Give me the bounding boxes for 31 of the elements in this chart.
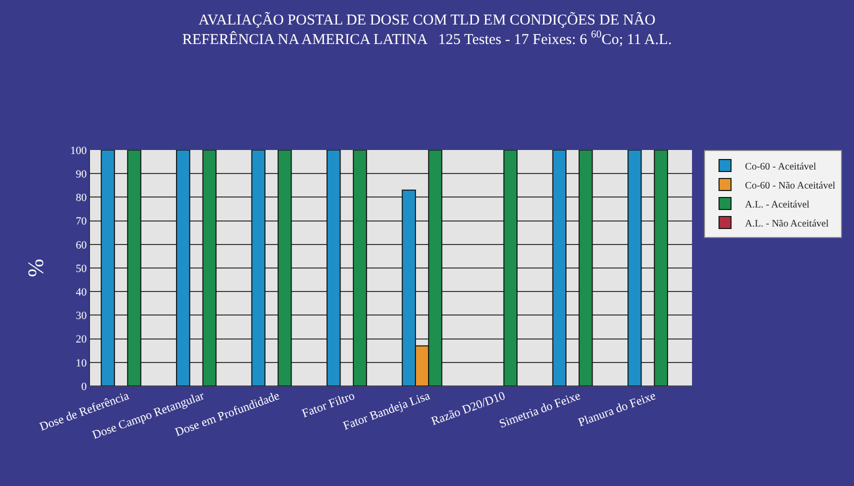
bar — [578, 150, 593, 386]
y-tick-label: 40 — [76, 286, 88, 298]
y-tick-label: 100 — [70, 144, 88, 157]
y-tick-label: 90 — [76, 168, 88, 180]
bar — [326, 150, 341, 386]
bar — [503, 150, 518, 386]
y-tick-label: 80 — [76, 192, 88, 204]
bar — [352, 150, 368, 386]
legend-label: A.L. - Aceitável — [745, 199, 810, 210]
y-tick-label: 10 — [76, 357, 88, 370]
y-tick-label: 60 — [76, 239, 88, 252]
y-tick-label: 20 — [76, 334, 88, 346]
bar — [127, 150, 142, 386]
y-tick-label: 50 — [76, 262, 88, 275]
bar — [176, 150, 190, 386]
bar — [202, 150, 217, 386]
legend-label: Co-60 - Aceitável — [745, 161, 816, 172]
bar — [251, 150, 266, 386]
bar — [628, 150, 642, 386]
legend-label: A.L. - Não Aceitável — [745, 218, 829, 230]
y-axis-title: % — [23, 258, 48, 278]
chart-title: AVALIAÇÃO POSTAL DE DOSE COM TLD EM CONDIÇÕES DE NÃO REFERÊNCIA NA AMERICA LATINA 125 Testes - 17 Feixes: 6 $^{60}$Co; 11 A.L. — [182, 11, 672, 48]
y-tick-label: 70 — [76, 216, 88, 228]
y-tick-label: 0 — [81, 380, 88, 393]
bar — [278, 150, 292, 386]
y-tick-label: 30 — [76, 310, 88, 322]
x-tick-label: Fator Filtro — [300, 388, 356, 420]
legend-label: Co-60 - Não Aceitável — [745, 180, 836, 192]
bar — [100, 150, 115, 386]
bar — [654, 150, 668, 386]
bar — [552, 150, 566, 386]
